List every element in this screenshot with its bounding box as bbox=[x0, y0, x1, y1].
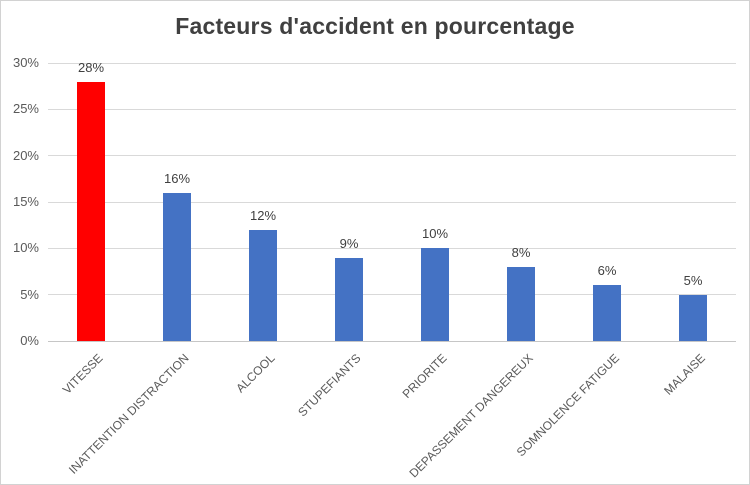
category-label: ALCOOL bbox=[233, 351, 278, 396]
gridline bbox=[48, 62, 736, 64]
y-axis-labels: 0% 5% 10% 15% 20% 25% 30% bbox=[1, 55, 39, 348]
bar-value-label: 9% bbox=[339, 235, 359, 251]
gridline bbox=[48, 201, 736, 203]
bar-malaise bbox=[679, 294, 707, 341]
bar-value-label: 12% bbox=[249, 207, 277, 223]
bar-value-label: 28% bbox=[77, 59, 105, 75]
bar-value-label: 10% bbox=[421, 226, 449, 242]
y-tick-label: 5% bbox=[20, 286, 39, 302]
category-label: SOMNOLENCE FATIGUE bbox=[513, 351, 622, 460]
bar-value-label: 8% bbox=[511, 244, 531, 260]
category-label: STUPEFIANTS bbox=[295, 351, 364, 420]
bar-value-label: 5% bbox=[683, 272, 703, 288]
gridline bbox=[48, 155, 736, 157]
category-label: MALAISE bbox=[661, 351, 708, 398]
y-tick-label: 10% bbox=[12, 240, 39, 256]
bar-vitesse bbox=[77, 81, 105, 341]
gridline bbox=[48, 294, 736, 296]
gridline bbox=[48, 108, 736, 110]
bar-inattention-distraction bbox=[163, 192, 191, 341]
x-axis-line bbox=[48, 340, 736, 342]
y-tick-label: 15% bbox=[12, 194, 39, 209]
y-tick-label: 30% bbox=[12, 55, 39, 70]
gridline bbox=[48, 247, 736, 249]
bar-alcool bbox=[249, 229, 277, 341]
bar-depassement-dangereux bbox=[507, 266, 535, 341]
bar-somnolence-fatigue bbox=[593, 285, 621, 341]
y-tick-label: 25% bbox=[12, 101, 39, 117]
bar-value-label: 16% bbox=[163, 170, 191, 186]
category-label: PRIORITE bbox=[399, 351, 450, 401]
x-axis-labels: VITESSE INATTENTION DISTRACTION ALCOOL STUP… bbox=[48, 342, 736, 484]
y-tick-label: 20% bbox=[12, 147, 39, 163]
bar-stupefiants bbox=[335, 257, 363, 341]
chart-title: Facteurs d'accident en pourcentage bbox=[175, 13, 575, 39]
category-label: VITESSE bbox=[60, 351, 106, 397]
bar-value-label: 6% bbox=[597, 263, 617, 279]
bar-priorite bbox=[421, 248, 449, 341]
plot-area: 28% 16% 12% 9% 10% 8% 6% 5% bbox=[48, 59, 736, 342]
y-tick-label: 0% bbox=[20, 333, 39, 348]
